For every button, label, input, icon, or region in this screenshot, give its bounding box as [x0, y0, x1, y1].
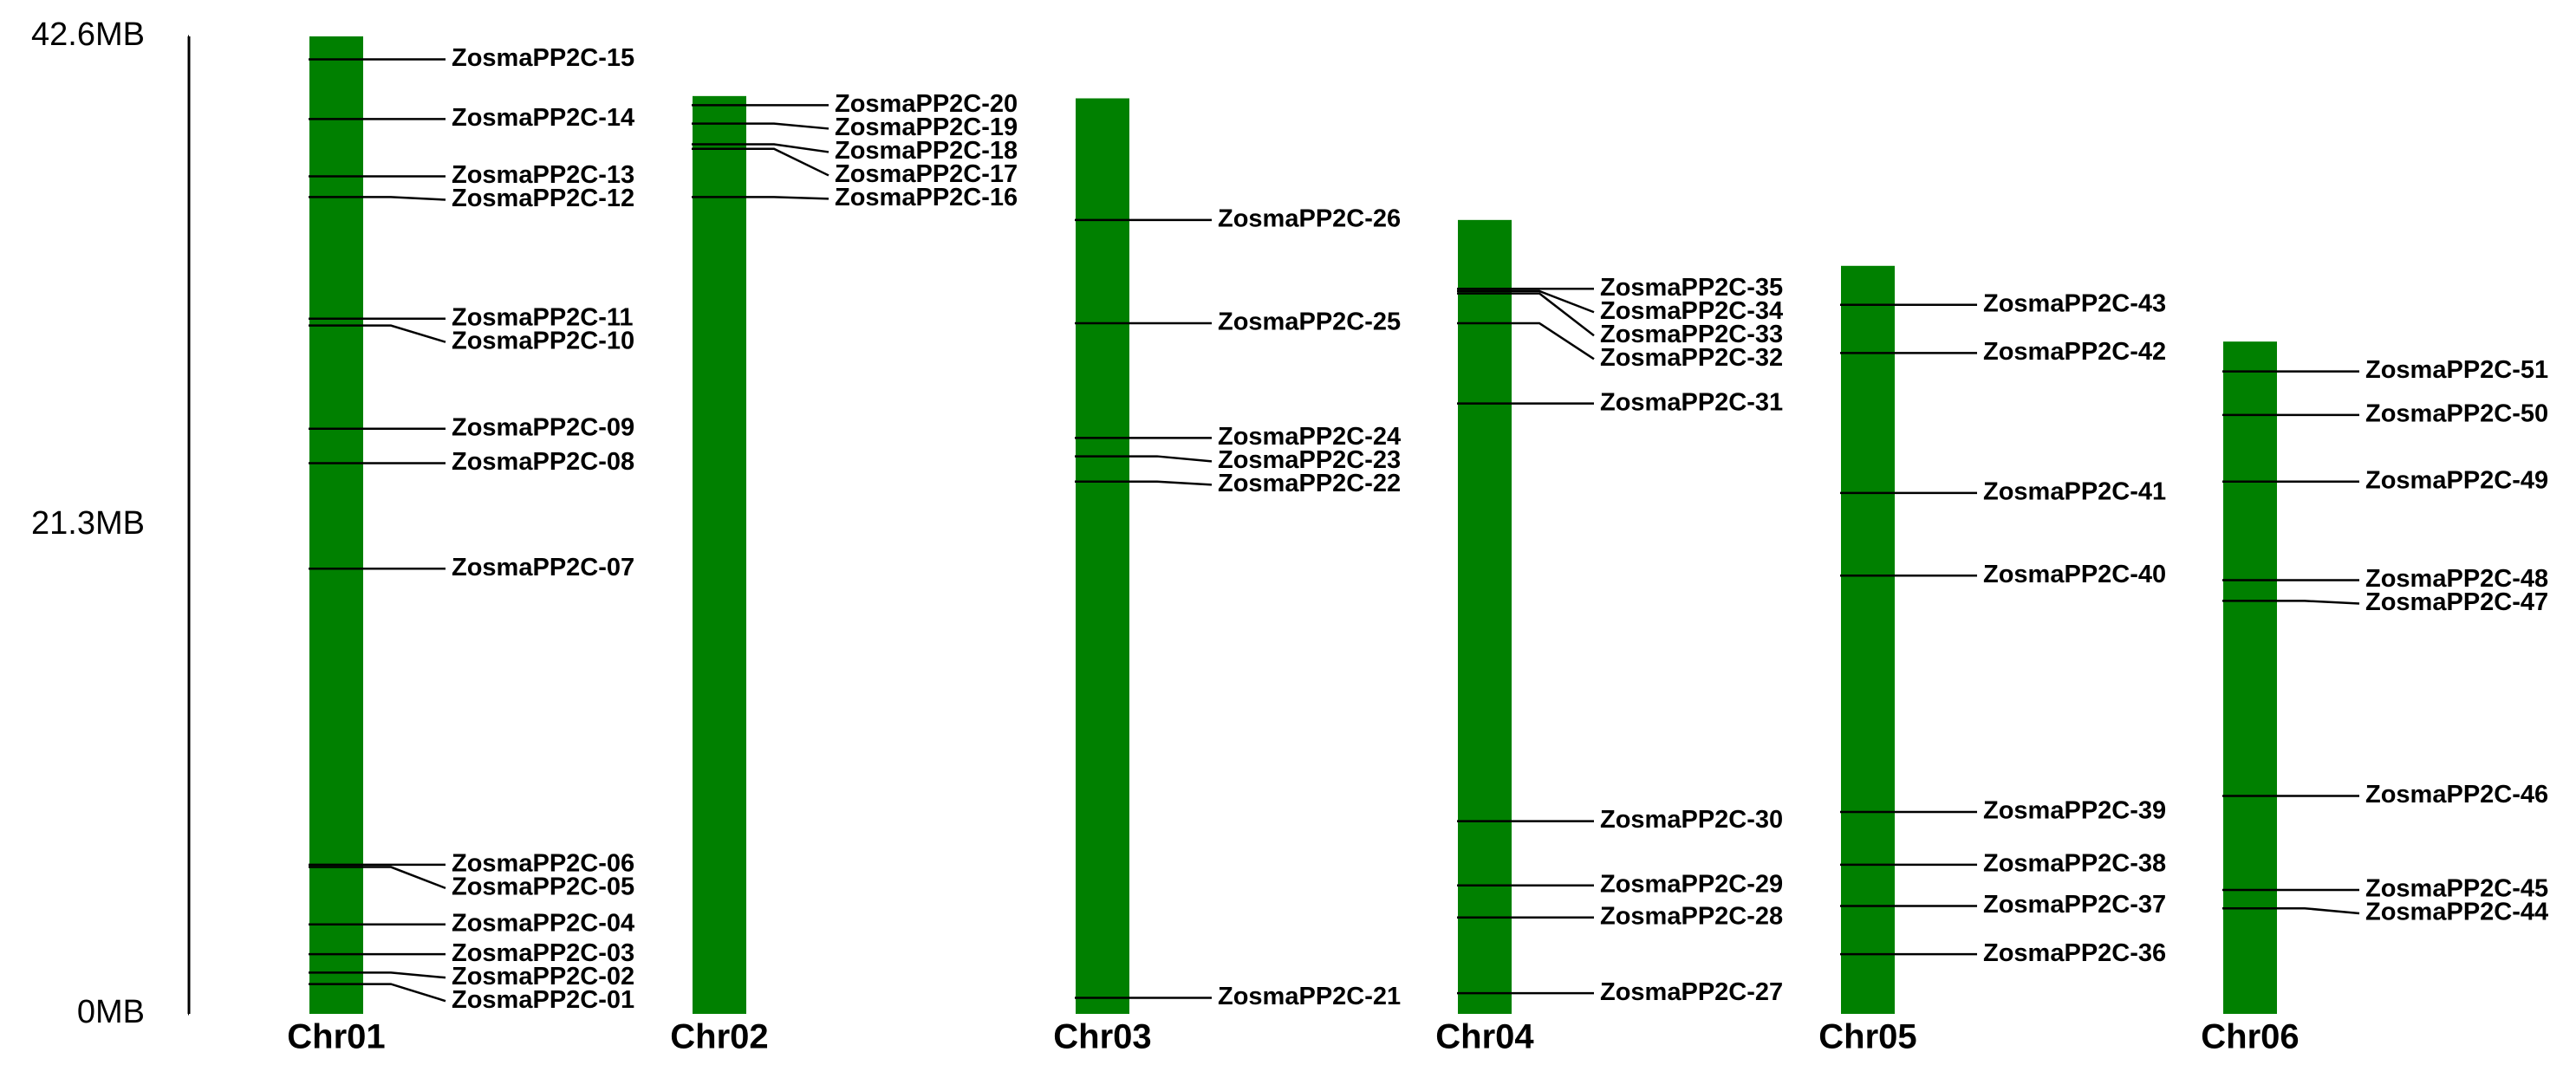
- gene-label: ZosmaPP2C-33: [1600, 321, 1783, 348]
- gene-label: ZosmaPP2C-17: [835, 160, 1018, 188]
- gene-label: ZosmaPP2C-49: [2365, 466, 2548, 494]
- gene-marker: [1075, 480, 1213, 486]
- gene-marker: [692, 143, 829, 153]
- chromosome: [1458, 219, 1512, 1014]
- gene-marker: [692, 147, 829, 177]
- gene-label: ZosmaPP2C-03: [452, 939, 634, 967]
- chromosome: [2223, 341, 2277, 1014]
- gene-label: ZosmaPP2C-27: [1600, 978, 1783, 1006]
- gene-label: ZosmaPP2C-41: [1983, 478, 2166, 506]
- gene-marker: [2222, 906, 2360, 915]
- gene-label: ZosmaPP2C-14: [452, 104, 634, 132]
- gene-label: ZosmaPP2C-08: [452, 448, 634, 476]
- gene-marker: [2222, 600, 2360, 605]
- chromosome-label: Chr06: [2201, 1018, 2299, 1056]
- chromosome-label: Chr04: [1435, 1018, 1534, 1056]
- gene-label: ZosmaPP2C-20: [835, 90, 1018, 118]
- gene-label: ZosmaPP2C-23: [1218, 446, 1401, 474]
- gene-label: ZosmaPP2C-02: [452, 963, 634, 990]
- gene-marker: [309, 971, 446, 979]
- chromosome: [693, 95, 746, 1014]
- gene-marker: [1457, 289, 1595, 314]
- chromosome: [1076, 98, 1129, 1015]
- gene-label: ZosmaPP2C-31: [1600, 388, 1783, 416]
- gene-label: ZosmaPP2C-28: [1600, 902, 1783, 930]
- gene-label: ZosmaPP2C-21: [1218, 983, 1401, 1010]
- chromosome: [1841, 265, 1895, 1015]
- gene-label: ZosmaPP2C-38: [1983, 850, 2166, 878]
- gene-label: ZosmaPP2C-05: [452, 873, 634, 901]
- gene-label: ZosmaPP2C-09: [452, 413, 634, 441]
- gene-label: ZosmaPP2C-04: [452, 909, 634, 937]
- gene-label: ZosmaPP2C-32: [1600, 344, 1783, 372]
- gene-marker: [1457, 321, 1595, 360]
- y-tick-label: 0MB: [77, 994, 145, 1030]
- gene-label: ZosmaPP2C-24: [1218, 423, 1401, 451]
- chromosome: [309, 36, 363, 1014]
- gene-label: ZosmaPP2C-45: [2365, 875, 2548, 903]
- gene-label: ZosmaPP2C-19: [835, 114, 1018, 141]
- gene-marker: [309, 866, 446, 890]
- gene-label: ZosmaPP2C-35: [1600, 274, 1783, 302]
- gene-label: ZosmaPP2C-06: [452, 850, 634, 878]
- gene-label: ZosmaPP2C-30: [1600, 806, 1783, 834]
- gene-label: ZosmaPP2C-46: [2365, 781, 2548, 808]
- gene-marker: [692, 196, 829, 200]
- gene-label: ZosmaPP2C-01: [452, 986, 634, 1014]
- gene-label: ZosmaPP2C-37: [1983, 891, 2166, 919]
- gene-label: ZosmaPP2C-42: [1983, 338, 2166, 366]
- gene-label: ZosmaPP2C-48: [2365, 565, 2548, 593]
- gene-label: ZosmaPP2C-40: [1983, 561, 2166, 588]
- chromosome-label: Chr01: [287, 1018, 385, 1056]
- gene-label: ZosmaPP2C-15: [452, 44, 634, 72]
- gene-label: ZosmaPP2C-39: [1983, 797, 2166, 825]
- gene-marker: [1457, 292, 1595, 337]
- gene-label: ZosmaPP2C-43: [1983, 289, 2166, 317]
- chromosome-label: Chr05: [1818, 1018, 1916, 1056]
- gene-marker: [692, 122, 829, 130]
- gene-label: ZosmaPP2C-34: [1600, 297, 1783, 325]
- gene-label: ZosmaPP2C-36: [1983, 939, 2166, 967]
- gene-label: ZosmaPP2C-44: [2365, 899, 2548, 926]
- gene-label: ZosmaPP2C-12: [452, 185, 634, 212]
- gene-label: ZosmaPP2C-51: [2365, 356, 2548, 384]
- gene-label: ZosmaPP2C-47: [2365, 588, 2548, 616]
- gene-marker: [309, 983, 446, 1003]
- gene-label: ZosmaPP2C-13: [452, 161, 634, 189]
- gene-marker: [309, 196, 446, 201]
- gene-label: ZosmaPP2C-11: [452, 303, 634, 331]
- gene-label: ZosmaPP2C-50: [2365, 400, 2548, 428]
- chromosome-label: Chr03: [1053, 1018, 1151, 1056]
- gene-label: ZosmaPP2C-18: [835, 137, 1018, 165]
- gene-label: ZosmaPP2C-16: [835, 184, 1018, 211]
- gene-label: ZosmaPP2C-25: [1218, 308, 1401, 336]
- gene-label: ZosmaPP2C-10: [452, 327, 634, 354]
- gene-label: ZosmaPP2C-26: [1218, 205, 1401, 232]
- gene-marker: [309, 324, 446, 343]
- y-tick-label: 21.3MB: [31, 505, 145, 542]
- gene-marker: [1075, 455, 1213, 463]
- chromosome-label: Chr02: [670, 1018, 768, 1056]
- gene-label: ZosmaPP2C-22: [1218, 470, 1401, 497]
- gene-label: ZosmaPP2C-07: [452, 554, 634, 581]
- y-tick-label: 42.6MB: [31, 16, 145, 53]
- gene-label: ZosmaPP2C-29: [1600, 870, 1783, 898]
